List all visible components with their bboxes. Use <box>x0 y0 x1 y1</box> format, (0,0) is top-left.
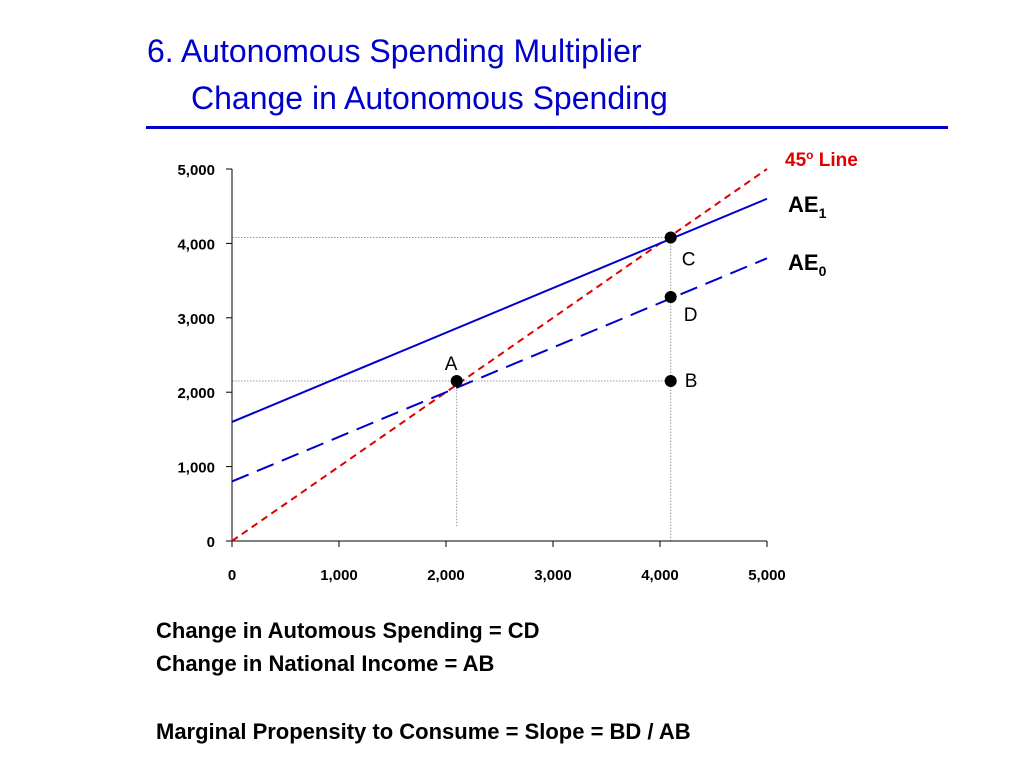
x-tick-label: 2,000 <box>427 567 465 584</box>
note-change-autonomous-spending: Change in Automous Spending = CD <box>156 618 540 643</box>
legend-45-line: 45o Line <box>785 148 858 171</box>
title-underline <box>146 126 948 129</box>
y-tick-label: 3,000 <box>177 311 215 328</box>
point-label-c: C <box>682 249 696 270</box>
note-change-national-income: Change in National Income = AB <box>156 651 495 676</box>
x-tick-label: 5,000 <box>748 567 786 584</box>
point-d <box>664 290 677 303</box>
y-tick-label: 4,000 <box>177 236 215 253</box>
point-label-a: A <box>445 354 458 375</box>
series-ae0-line <box>231 257 768 483</box>
x-tick-label: 1,000 <box>320 567 358 584</box>
y-tick-label: 1,000 <box>177 460 215 477</box>
point-a <box>450 375 463 388</box>
y-tick-label: 0 <box>207 534 215 551</box>
point-b <box>664 375 677 388</box>
point-c <box>664 231 677 244</box>
slide-title-line-1: 6. Autonomous Spending Multiplier <box>147 33 642 69</box>
series-ae1-line <box>231 197 768 423</box>
legend-ae1: AE1 <box>788 192 827 221</box>
note-mpc-slope: Marginal Propensity to Consume = Slope =… <box>156 719 691 744</box>
x-tick-label: 0 <box>228 567 236 584</box>
y-tick-label: 2,000 <box>177 385 215 402</box>
point-label-b: B <box>685 371 698 392</box>
line-45-degree <box>231 168 768 542</box>
legend-ae0: AE0 <box>788 250 827 279</box>
x-tick-label: 4,000 <box>641 567 679 584</box>
y-tick-label: 5,000 <box>177 162 215 179</box>
x-tick-label: 3,000 <box>534 567 572 584</box>
slide-title-line-2: Change in Autonomous Spending <box>191 80 668 116</box>
point-label-d: D <box>684 305 698 326</box>
